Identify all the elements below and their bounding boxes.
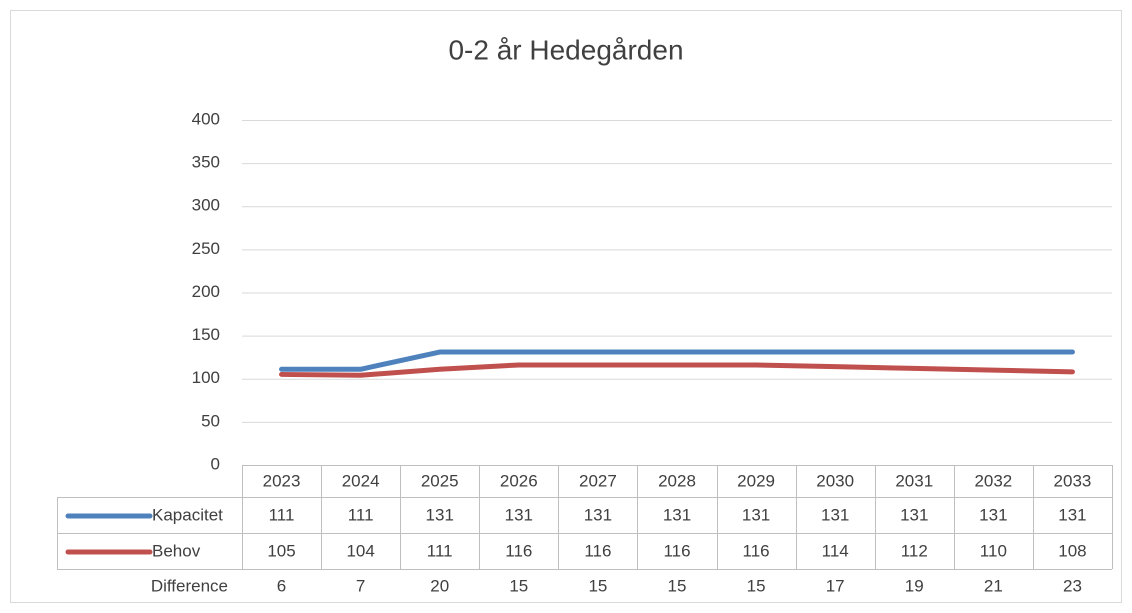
table-value: 131 (1058, 505, 1086, 524)
y-tick-label: 0 (211, 454, 220, 473)
x-tick-label: 2024 (342, 471, 380, 490)
y-tick-label: 300 (192, 196, 220, 215)
table-value: 104 (346, 541, 374, 560)
table-value: 21 (984, 576, 1003, 595)
table-value: 131 (505, 505, 533, 524)
table-value: 105 (267, 541, 295, 560)
table-value: 7 (356, 576, 365, 595)
x-tick-label: 2026 (500, 471, 538, 490)
x-tick-label: 2028 (658, 471, 696, 490)
legend-label: Kapacitet (152, 505, 223, 524)
table-value: 131 (821, 505, 849, 524)
table-value: 112 (901, 541, 928, 560)
chart-border (10, 10, 1122, 603)
table-value: 111 (348, 505, 374, 524)
table-value: 131 (426, 505, 454, 524)
table-value: 116 (505, 541, 532, 560)
y-tick-label: 200 (192, 282, 220, 301)
y-tick-label: 350 (192, 153, 220, 172)
legend-label: Behov (152, 541, 201, 560)
table-value: 111 (269, 505, 295, 524)
legend-label: Difference (151, 576, 228, 595)
table-value: 20 (430, 576, 449, 595)
table-value: 131 (979, 505, 1007, 524)
table-value: 110 (980, 541, 1007, 560)
y-tick-label: 400 (192, 109, 220, 128)
x-tick-label: 2033 (1054, 471, 1092, 490)
table-value: 131 (663, 505, 691, 524)
x-tick-label: 2025 (421, 471, 459, 490)
table-value: 116 (743, 541, 770, 560)
table-value: 23 (1063, 576, 1082, 595)
y-tick-label: 50 (201, 411, 220, 430)
y-tick-label: 250 (192, 239, 220, 258)
table-value: 6 (277, 576, 286, 595)
table-value: 108 (1058, 541, 1086, 560)
table-value: 15 (668, 576, 687, 595)
x-tick-label: 2032 (974, 471, 1012, 490)
series-line (279, 349, 1075, 372)
table-value: 111 (427, 541, 453, 560)
table-value: 114 (822, 541, 849, 560)
table-value: 19 (905, 576, 924, 595)
series-line (279, 362, 1075, 378)
chart-title: 0-2 år Hedegården (448, 34, 683, 65)
table-value: 131 (584, 505, 612, 524)
x-tick-label: 2029 (737, 471, 775, 490)
y-tick-label: 100 (192, 368, 220, 387)
table-value: 17 (826, 576, 845, 595)
y-tick-label: 150 (192, 325, 220, 344)
x-tick-label: 2031 (895, 471, 933, 490)
x-tick-label: 2023 (263, 471, 301, 490)
table-value: 15 (588, 576, 607, 595)
table-value: 15 (509, 576, 528, 595)
table-value: 116 (663, 541, 690, 560)
table-value: 15 (747, 576, 766, 595)
table-value: 116 (584, 541, 611, 560)
table-value: 131 (742, 505, 770, 524)
table-value: 131 (900, 505, 928, 524)
x-tick-label: 2027 (579, 471, 617, 490)
x-tick-label: 2030 (816, 471, 854, 490)
